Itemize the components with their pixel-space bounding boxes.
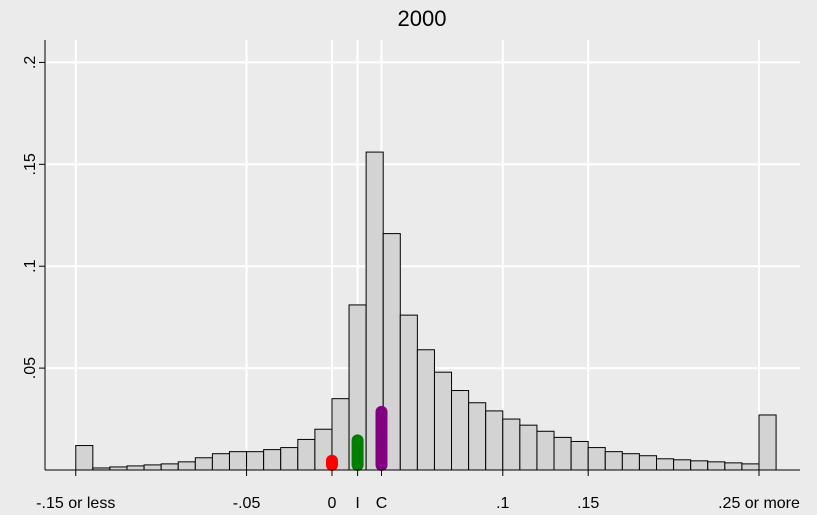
y-tick-label: .15: [22, 153, 39, 175]
bar: [621, 453, 640, 471]
bar: [263, 449, 282, 471]
bar: [707, 461, 726, 471]
x-tick-label: 0: [328, 495, 337, 512]
bar: [638, 455, 658, 471]
x-tick-label: I: [355, 495, 359, 512]
bar: [194, 457, 213, 471]
bar: [570, 440, 589, 471]
bar: [536, 430, 555, 471]
bar: [724, 462, 743, 471]
y-tick-label: .2: [22, 56, 39, 69]
bar: [451, 390, 470, 471]
bar: [160, 463, 179, 471]
bar: [280, 447, 299, 471]
bar: [604, 451, 623, 471]
bar: [741, 463, 760, 471]
bar: [399, 314, 418, 471]
bar: [519, 424, 538, 471]
y-tick-label: .05: [22, 357, 39, 379]
x-tick-label: .25 or more: [718, 495, 800, 512]
bar: [75, 445, 94, 471]
bar: [211, 453, 230, 471]
bar: [246, 451, 265, 471]
bar: [126, 465, 145, 471]
x-tick-label: -.05: [233, 495, 261, 512]
bar: [485, 410, 504, 471]
bar: [177, 461, 196, 471]
bar: [502, 418, 521, 471]
x-tick-label: .1: [496, 495, 509, 512]
bar: [690, 460, 709, 471]
bar: [758, 414, 777, 471]
bar: [416, 349, 435, 471]
chart-title: 2000: [398, 6, 447, 31]
bar: [587, 447, 606, 471]
bar: [673, 459, 692, 471]
bar: [228, 451, 248, 471]
bar: [553, 436, 572, 471]
x-tick-label: C: [376, 495, 388, 512]
bar: [143, 464, 162, 471]
y-tick-label: .1: [22, 259, 39, 272]
bar: [297, 438, 316, 471]
bar: [433, 371, 453, 471]
x-tick-label: -.15 or less: [36, 495, 115, 512]
bar: [656, 458, 675, 471]
bar: [468, 402, 487, 471]
x-tick-label: .15: [577, 495, 599, 512]
